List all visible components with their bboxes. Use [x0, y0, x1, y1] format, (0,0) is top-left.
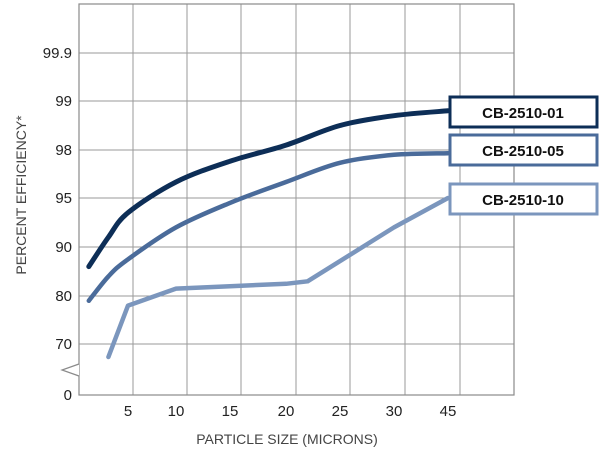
legend-box [448, 182, 599, 216]
axis-break-mark [60, 363, 80, 377]
x-tick-label: 25 [332, 403, 349, 420]
series-lines [86, 108, 451, 360]
x-axis-label: PARTICLE SIZE (MICRONS) [196, 431, 378, 447]
y-tick-label: 80 [55, 288, 72, 305]
series-line-cb-2510-01 [86, 108, 451, 270]
y-tick-label: 99 [55, 93, 72, 110]
legend-label: CB-2510-01 [482, 105, 564, 122]
x-tick-label: 10 [168, 403, 185, 420]
x-tick-label: 30 [386, 403, 403, 420]
series-line-cb-2510-10 [106, 195, 451, 360]
series-line-cb-2510-05 [86, 150, 451, 304]
y-tick-label: 98 [55, 142, 72, 159]
x-tick-label: 45 [440, 403, 457, 420]
x-tick-label: 15 [222, 403, 239, 420]
legend-label: CB-2510-05 [482, 143, 564, 160]
x-tick-label: 20 [278, 403, 295, 420]
legend: CB-2510-01 CB-2510-05 CB-2510-10 [448, 95, 599, 216]
legend-box [448, 95, 599, 129]
y-tick-label: 0 [64, 387, 72, 404]
legend-label: CB-2510-10 [482, 192, 564, 209]
x-tick-label: 5 [124, 403, 132, 420]
tick-labels: 0 70 80 90 95 98 99 99.9 5 10 15 20 25 30 45 [43, 45, 457, 420]
y-tick-label: 90 [55, 239, 72, 256]
y-tick-label: 95 [55, 190, 72, 207]
legend-box [448, 133, 599, 167]
y-tick-label: 99.9 [43, 45, 72, 62]
y-axis-label: PERCENT EFFICIENCY* [13, 115, 29, 275]
y-tick-label: 70 [55, 336, 72, 353]
